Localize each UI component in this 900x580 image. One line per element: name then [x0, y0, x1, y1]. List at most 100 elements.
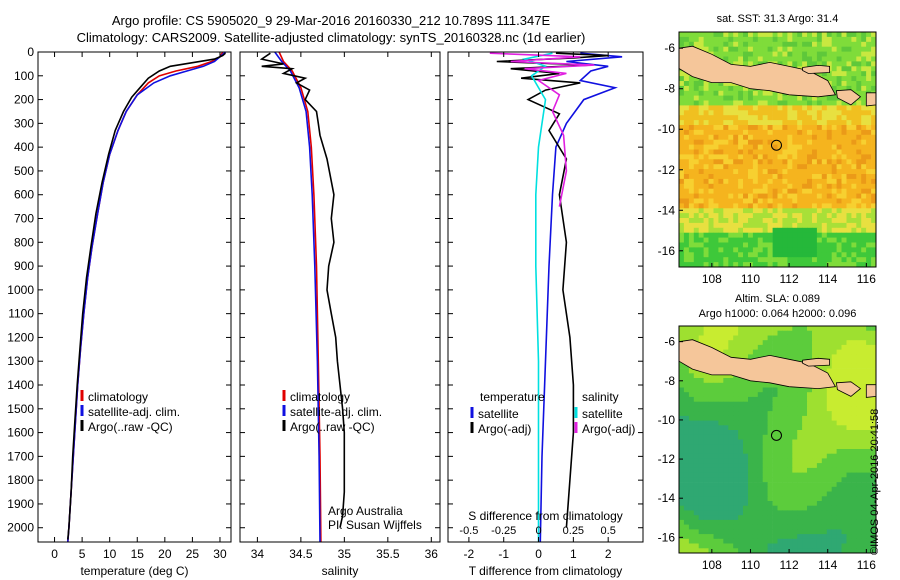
map-cell [792, 203, 798, 209]
map-cell [792, 415, 798, 421]
map-cell [831, 178, 837, 185]
map-cell [708, 129, 714, 136]
map-cell [679, 81, 685, 87]
map-cell [841, 164, 847, 170]
map-cell [777, 458, 783, 464]
map-cell [816, 149, 823, 155]
map-cell [836, 529, 842, 535]
map-cell [708, 467, 714, 473]
map-cell [683, 154, 690, 160]
map-cell [688, 382, 695, 388]
map-cell [743, 382, 749, 388]
map-cell [688, 515, 695, 521]
map-cell [782, 326, 788, 332]
map-cell [708, 242, 714, 248]
map-cell [797, 486, 803, 492]
map-cell [851, 252, 857, 258]
map-cell [846, 482, 852, 488]
map-cell [787, 41, 793, 48]
map-cell [797, 100, 803, 106]
map-cell [841, 208, 847, 214]
map-cell [866, 449, 872, 455]
map-cell [679, 237, 685, 243]
map-cell [733, 115, 739, 121]
map-cell [812, 477, 818, 483]
map-cell [841, 188, 847, 194]
map-cell [807, 149, 813, 155]
map-cell [807, 257, 813, 263]
map-cell [826, 115, 833, 121]
map-cell [816, 169, 823, 175]
map-cell [738, 237, 744, 243]
map-cell [807, 227, 813, 234]
map-cell [812, 178, 818, 185]
map-cell [836, 76, 842, 82]
map-cell [752, 41, 759, 48]
map-cell [792, 496, 798, 502]
map-cell [787, 32, 793, 38]
map-cell [807, 354, 813, 360]
map-cell [802, 105, 808, 111]
map-cell [723, 411, 729, 417]
map-cell [831, 458, 837, 464]
map-cell [787, 164, 793, 170]
map-cell [841, 237, 847, 243]
map-cell [703, 41, 709, 48]
map-cell [713, 129, 719, 136]
map-cell [728, 534, 734, 540]
map-cell [698, 529, 704, 535]
map-cell [856, 335, 862, 341]
map-cell [812, 105, 818, 111]
map-cell [733, 524, 739, 530]
argo-annotation: Argo Australia [328, 504, 403, 518]
map-cell [851, 344, 857, 350]
map-cell [821, 203, 828, 209]
map-cell [787, 434, 793, 440]
map-cell [743, 134, 749, 141]
map-cell [836, 36, 842, 43]
map-cell [703, 434, 709, 440]
map-cell [762, 208, 768, 214]
map-cell [821, 406, 828, 412]
map-cell [748, 237, 754, 243]
map-cell [762, 129, 768, 136]
map-cell [688, 257, 695, 263]
map-cell [866, 208, 872, 214]
map-cell [723, 85, 729, 92]
map-cell [826, 538, 833, 544]
map-cell [757, 496, 764, 502]
map-cell [797, 257, 803, 263]
map-cell [757, 213, 764, 219]
map-cell [728, 519, 734, 525]
map-cell [802, 95, 808, 101]
map-cell [802, 340, 808, 346]
map-cell [772, 198, 778, 204]
map-cell [826, 548, 833, 554]
map-cell [752, 242, 759, 248]
map-cell [831, 242, 837, 248]
map-cell [738, 534, 744, 540]
map-cell [762, 257, 768, 263]
map-cell [679, 326, 685, 332]
map-cell [787, 387, 793, 393]
map-cell [679, 411, 685, 417]
map-cell [757, 237, 764, 243]
map-cell [733, 406, 739, 412]
map-cell [782, 100, 788, 106]
map-cell [728, 444, 734, 450]
map-cell [738, 262, 744, 268]
map-cell [787, 237, 793, 243]
map-cell [846, 326, 852, 332]
lombok-island [865, 384, 877, 398]
map-cell [693, 434, 700, 440]
map-cell [861, 232, 867, 238]
map-cell [802, 218, 808, 224]
map-cell [821, 344, 828, 350]
map-cell [708, 41, 714, 48]
map-cell [807, 208, 813, 214]
map-cell [797, 218, 803, 224]
map-cell [841, 203, 847, 209]
map-cell [787, 344, 793, 350]
map-cell [816, 458, 823, 464]
map-cell [743, 164, 749, 170]
